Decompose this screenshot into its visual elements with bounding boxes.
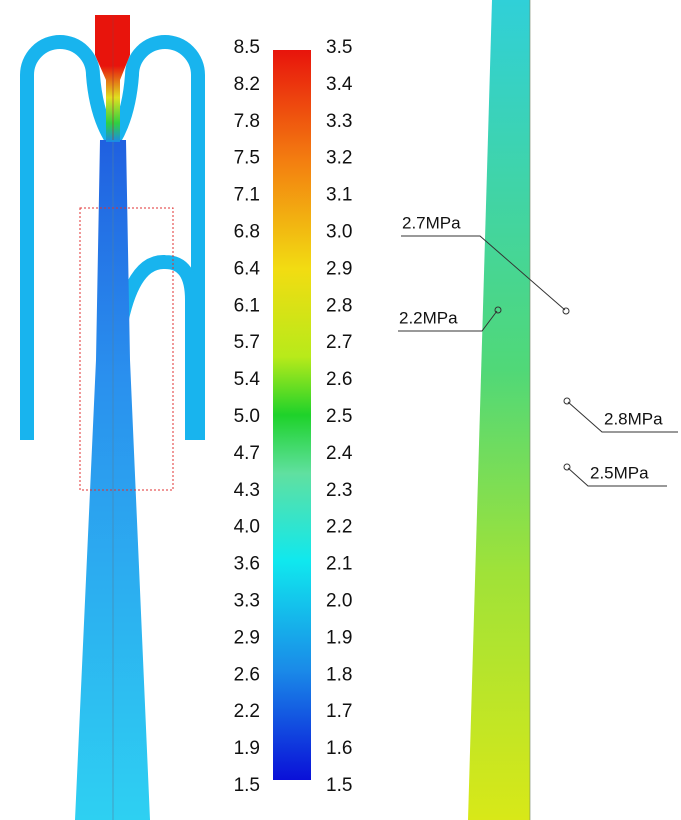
scale-label-left: 5.4 [234,369,261,390]
scale-label-left: 8.5 [234,37,260,58]
annotation: 2.7MPa [402,213,461,232]
scale-label-right: 1.6 [326,738,352,759]
scale-label-right: 1.8 [326,664,352,685]
scale-label-right: 2.5 [326,406,352,427]
scale-label-left: 2.9 [234,627,260,648]
scale-label-right: 2.0 [326,591,352,612]
scale-label-left: 2.2 [234,701,260,722]
annotations [398,235,678,487]
scale-label-left: 8.2 [234,74,260,95]
scale-label-left: 5.7 [234,332,260,353]
scale-label-left: 6.4 [234,258,261,279]
scale-label-left: 1.9 [234,738,260,759]
colorbar [273,50,311,780]
scale-label-right: 2.1 [326,554,352,575]
scale-label-right: 3.4 [326,74,353,95]
scale-label-left: 6.8 [234,222,260,243]
scale-label-left: 5.0 [234,406,260,427]
scale-label-right: 3.0 [326,222,352,243]
scale-label-left: 7.1 [234,185,260,206]
scale-label-right: 2.9 [326,258,352,279]
scale-label-right: 1.7 [326,701,352,722]
scale-label-right: 1.9 [326,627,352,648]
scale-label-right: 1.5 [326,775,352,796]
scale-label-right: 2.2 [326,517,352,538]
scale-label-right: 2.4 [326,443,353,464]
annotation: 2.8MPa [604,409,663,428]
scale-label-left: 7.8 [234,111,260,132]
scale-label-right: 2.8 [326,295,352,316]
annotation: 2.5MPa [590,463,649,482]
left-contour [20,15,205,820]
scale-label-right: 2.6 [326,369,352,390]
scale-label-left: 4.0 [234,517,260,538]
scale-label-left: 3.6 [234,554,260,575]
scale-label-left: 1.5 [234,775,260,796]
scale-label-right: 2.7 [326,332,352,353]
scale-label-left: 7.5 [234,148,260,169]
colorbar-labels: 8.5 8.2 7.8 7.5 7.1 6.8 6.4 6.1 5.7 5.4 5.0 4.7 4.3 4… [234,37,353,796]
annotation: 2.2MPa [399,308,458,327]
scale-label-left: 4.7 [234,443,260,464]
right-contour [468,0,625,820]
scale-label-left: 2.6 [234,664,260,685]
scale-label-right: 3.5 [326,37,352,58]
scale-label-right: 3.1 [326,185,352,206]
scale-label-left: 3.3 [234,591,260,612]
scale-label-left: 6.1 [234,295,260,316]
scale-label-right: 3.2 [326,148,352,169]
scale-label-left: 4.3 [234,480,260,501]
scale-label-right: 2.3 [326,480,352,501]
scale-label-right: 3.3 [326,111,352,132]
